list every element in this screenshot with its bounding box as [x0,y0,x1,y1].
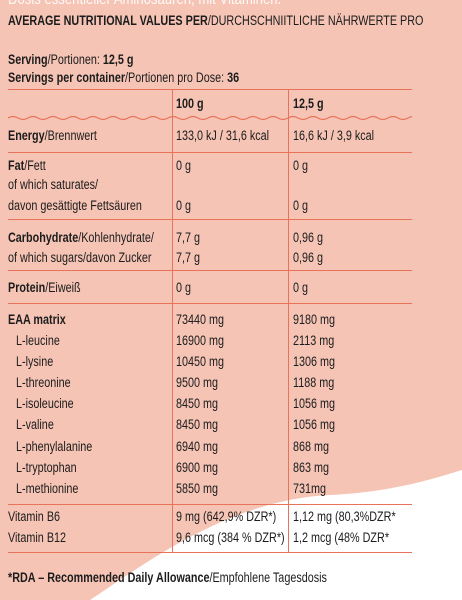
energy-label: Energy/Brennwert [8,128,97,143]
rule-after-energy [8,152,412,153]
vitamin-b6-label: Vitamin B6 [8,509,61,524]
saturates-label-line1: of which saturates/ [8,177,99,192]
amino-100g: 6900 mg [176,460,219,475]
vitamin-b6-100g: 9 mg (642,9% DZR*) [176,509,277,524]
table-heading: AVERAGE NUTRITIONAL VALUES PER/DURCHSCHN… [8,13,424,28]
protein-label: Protein/Eiweiß [8,280,81,295]
serving-size: Serving/Portionen: 12,5 g [8,52,134,67]
sugars-100g: 7,7 g [176,250,201,265]
amino-100g: 10450 mg [176,354,225,369]
amino-serving: 1306 mg [293,354,336,369]
carbohydrate-serving: 0,96 g [293,230,324,245]
rule-after-fat [8,219,412,220]
protein-100g: 0 g [176,280,192,295]
eaa-matrix-100g: 73440 mg [176,312,225,327]
vitamin-b6-serving: 1,12 mg (80,3%DZR* [293,509,396,524]
amino-name: L-phenylalanine [16,439,93,454]
servings-per-container: Servings per container/Portionen pro Dos… [8,70,240,85]
amino-100g: 8450 mg [176,417,219,432]
amino-serving: 2113 mg [293,333,335,348]
saturates-serving: 0 g [293,198,309,213]
amino-serving: 868 mg [293,439,330,454]
sugars-serving: 0,96 g [293,250,324,265]
rule-after-protein [8,303,412,304]
column-divider-2 [288,89,289,552]
energy-serving: 16,6 kJ / 3,9 kcal [293,128,375,143]
amino-100g: 16900 mg [176,333,225,348]
protein-serving: 0 g [293,280,309,295]
table-top-rule [8,89,412,90]
amino-100g: 5850 mg [176,481,219,496]
saturates-label-line2: davon gesättigte Fettsäuren [8,198,142,213]
carbohydrate-label: Carbohydrate/Kohlenhydrate/ [8,230,154,245]
amino-100g: 9500 mg [176,375,219,390]
fat-label: Fat/Fett [8,158,46,173]
vitamin-b12-100g: 9,6 mcg (384 % DZR*) [176,530,285,545]
saturates-100g: 0 g [176,198,192,213]
amino-name: L-threonine [16,375,71,390]
amino-serving: 863 mg [293,460,330,475]
vitamin-b12-label: Vitamin B12 [8,530,67,545]
amino-100g: 6940 mg [176,439,219,454]
table-bottom-rule [8,552,412,553]
amino-name: L-leucine [16,333,60,348]
amino-serving: 731mg [293,481,327,496]
amino-name: L-tryptophan [16,460,77,475]
amino-name: L-valine [16,417,54,432]
energy-100g: 133,0 kJ / 31,6 kcal [176,128,270,143]
amino-serving: 1188 mg [293,375,335,390]
amino-name: L-methionine [16,481,79,496]
rule-after-carb [8,270,412,271]
column-header-100g: 100 g [176,96,204,111]
amino-name: L-isoleucine [16,396,74,411]
amino-name: L-lysine [16,354,54,369]
amino-serving: 1056 mg [293,417,336,432]
fat-100g: 0 g [176,158,192,173]
column-divider-1 [172,89,173,552]
vitamin-b12-serving: 1,2 mcg (48% DZR* [293,530,390,545]
amino-serving: 1056 mg [293,396,336,411]
sugars-label: of which sugars/davon Zucker [8,250,152,265]
rule-after-eaa [8,504,412,505]
eaa-matrix-label: EAA matrix [8,312,66,327]
cut-off-tagline: Dosis essentieller Aminosäuren, mit Vita… [8,0,341,9]
rda-footnote: *RDA – Recommended Daily Allowance/Empfo… [8,570,327,585]
amino-100g: 8450 mg [176,396,219,411]
carbohydrate-100g: 7,7 g [176,230,201,245]
column-header-serving: 12,5 g [293,96,324,111]
eaa-matrix-serving: 9180 mg [293,312,336,327]
header-wavy-rule [8,115,412,121]
fat-serving: 0 g [293,158,309,173]
